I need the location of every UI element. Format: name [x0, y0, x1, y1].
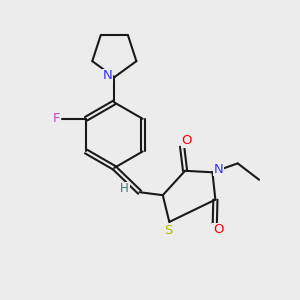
- Text: H: H: [120, 182, 129, 195]
- Text: O: O: [181, 134, 192, 147]
- Text: N: N: [214, 163, 224, 176]
- Text: F: F: [53, 112, 61, 125]
- Text: O: O: [213, 224, 224, 236]
- Text: S: S: [164, 224, 172, 237]
- Text: N: N: [103, 69, 113, 82]
